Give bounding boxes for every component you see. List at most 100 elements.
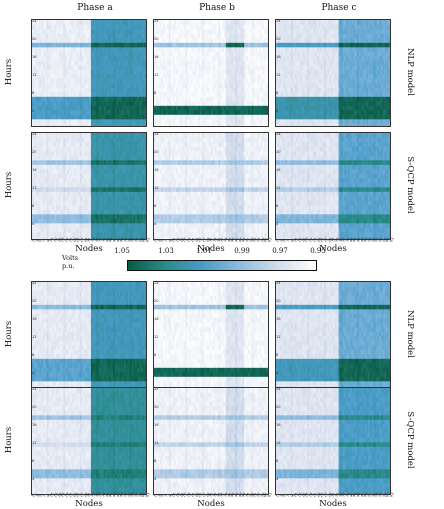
heatmap-cell	[348, 88, 350, 93]
heatmap-cell	[182, 74, 184, 79]
heatmap-cell	[300, 65, 302, 70]
heatmap-cell	[58, 214, 60, 219]
heatmap-cell	[318, 88, 320, 93]
heatmap-cell	[246, 20, 248, 25]
heatmap-cell	[117, 210, 119, 215]
heatmap-cell	[180, 38, 182, 43]
heatmap-cell	[198, 110, 200, 115]
heatmap-cell	[287, 106, 289, 111]
heatmap-cell	[109, 83, 111, 88]
heatmap-cell	[87, 61, 89, 66]
heatmap-cell	[126, 79, 128, 84]
heatmap-cell	[291, 38, 293, 43]
heatmap-cell	[115, 88, 117, 93]
heatmap-cell	[131, 52, 133, 57]
heatmap-cell	[47, 56, 49, 61]
heatmap-cell	[98, 88, 100, 93]
heatmap-cell	[231, 56, 233, 61]
heatmap-cell	[73, 20, 75, 25]
heatmap-cell	[215, 56, 217, 61]
heatmap-cell	[178, 65, 180, 70]
heatmap-cell	[87, 97, 89, 102]
heatmap-cell	[56, 74, 58, 79]
heatmap-cell	[169, 29, 171, 34]
heatmap-cell	[328, 29, 330, 34]
heatmap-cell	[328, 115, 330, 120]
heatmap-cell	[207, 29, 209, 34]
heatmap-cell	[111, 29, 113, 34]
heatmap-cell	[54, 74, 56, 79]
heatmap-cell	[317, 25, 319, 30]
heatmap-cell	[61, 106, 63, 111]
heatmap-cell	[283, 92, 285, 97]
heatmap-cell	[96, 214, 98, 219]
heatmap-cell	[368, 25, 370, 30]
heatmap-cell	[167, 92, 169, 97]
heatmap-cell	[304, 43, 306, 48]
heatmap-cell	[276, 119, 278, 124]
heatmap-cell	[388, 106, 390, 111]
heatmap-cell	[287, 124, 289, 128]
heatmap-cell	[109, 88, 111, 93]
heatmap-cell	[304, 70, 306, 75]
heatmap-cell	[386, 106, 388, 111]
heatmap-cell	[122, 110, 124, 115]
heatmap-cell	[370, 25, 372, 30]
heatmap-cell	[348, 119, 350, 124]
heatmap-cell	[146, 65, 147, 70]
heatmap-cell	[296, 88, 298, 93]
heatmap-cell	[296, 65, 298, 70]
heatmap-cell	[385, 79, 387, 84]
heatmap-cell	[257, 115, 259, 120]
heatmap-cell	[133, 115, 135, 120]
heatmap-cell	[43, 56, 45, 61]
heatmap-cell	[366, 52, 368, 57]
heatmap-cell	[191, 20, 193, 25]
heatmap-cell	[242, 34, 244, 39]
heatmap-cell	[300, 88, 302, 93]
heatmap-cell	[242, 88, 244, 93]
heatmap-cell	[47, 79, 49, 84]
heatmap-cell	[257, 79, 259, 84]
heatmap-cell	[56, 29, 58, 34]
heatmap-cell	[137, 101, 139, 106]
heatmap-cell	[176, 88, 178, 93]
heatmap-cell	[52, 61, 54, 66]
heatmap-cell	[204, 83, 206, 88]
heatmap-cell	[100, 92, 102, 97]
heatmap-cell	[154, 119, 156, 124]
heatmap-cell	[363, 119, 365, 124]
heatmap-cell	[98, 124, 100, 128]
heatmap-cell	[363, 20, 365, 25]
heatmap-cell	[198, 56, 200, 61]
heatmap-cell	[71, 219, 73, 224]
heatmap-cell	[355, 83, 357, 88]
y-tick-label: 4	[32, 109, 34, 113]
heatmap-cell	[163, 43, 165, 48]
heatmap-cell	[276, 29, 278, 34]
heatmap-cell	[333, 20, 335, 25]
heatmap-cell	[144, 219, 146, 224]
heatmap-cell	[390, 25, 391, 30]
heatmap-cell	[359, 119, 361, 124]
heatmap-cell	[300, 110, 302, 115]
heatmap-cell	[80, 101, 82, 106]
heatmap-cell	[49, 214, 51, 219]
heatmap-cell	[73, 97, 75, 102]
heatmap-cell	[47, 70, 49, 75]
heatmap-cell	[163, 47, 165, 52]
heatmap-cell	[264, 110, 266, 115]
heatmap-cell	[202, 43, 204, 48]
heatmap-cell	[339, 92, 341, 97]
heatmap-cell	[126, 232, 128, 237]
heatmap-cell	[315, 43, 317, 48]
heatmap-cell	[131, 97, 133, 102]
heatmap-cell	[244, 43, 246, 48]
heatmap-cell	[305, 70, 307, 75]
heatmap-cell	[228, 106, 230, 111]
heatmap-cell	[333, 92, 335, 97]
heatmap-cell	[137, 115, 139, 120]
heatmap-cell	[163, 79, 165, 84]
heatmap-cell	[74, 29, 76, 34]
heatmap-cell	[250, 79, 252, 84]
